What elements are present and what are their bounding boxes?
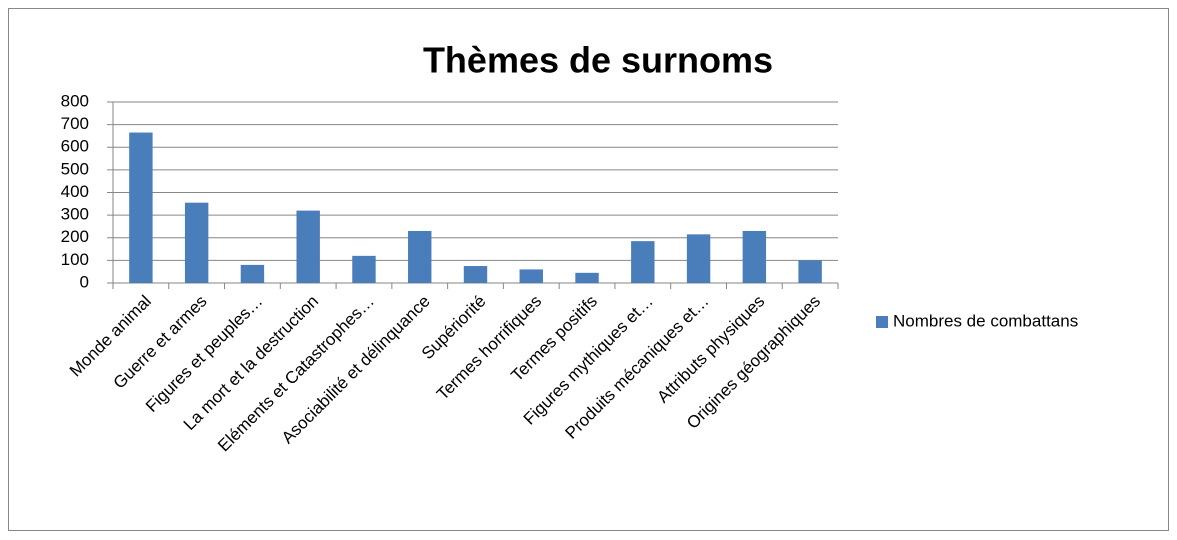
legend-swatch — [876, 316, 888, 328]
bar — [296, 210, 320, 283]
chart-frame — [8, 8, 1169, 531]
bar — [408, 230, 432, 283]
bar — [686, 234, 711, 283]
bar — [798, 260, 822, 283]
chart-title: Thèmes de surnoms — [423, 40, 773, 81]
bar — [631, 241, 655, 283]
y-tick-label: 0 — [80, 272, 89, 291]
bar — [519, 269, 543, 283]
bar — [742, 230, 767, 283]
y-tick-label: 500 — [61, 159, 89, 178]
bar — [184, 202, 209, 283]
y-tick-label: 400 — [61, 182, 89, 201]
y-tick-label: 600 — [61, 137, 89, 156]
y-tick-label: 200 — [61, 227, 89, 246]
bar — [575, 272, 599, 283]
y-tick-label: 700 — [61, 114, 89, 133]
y-tick-label: 800 — [61, 91, 89, 110]
legend-label: Nombres de combattans — [893, 311, 1078, 330]
y-tick-label: 300 — [61, 205, 89, 224]
bar — [240, 264, 265, 283]
bar — [129, 132, 153, 283]
y-tick-label: 100 — [61, 250, 89, 269]
bar — [352, 255, 376, 283]
bar — [463, 266, 488, 283]
